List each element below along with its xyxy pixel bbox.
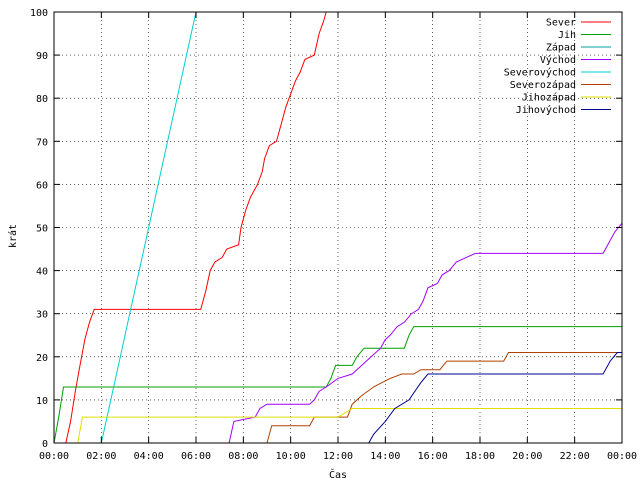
y-tick-label: 80 — [36, 94, 48, 105]
x-tick-label: 22:00 — [560, 451, 590, 462]
legend-label: Jihozápad — [522, 92, 576, 104]
legend-label: Sever — [546, 18, 576, 29]
y-tick-label: 100 — [30, 8, 48, 19]
series-line — [53, 326, 622, 444]
legend-label: Severozápad — [510, 79, 576, 91]
series-line — [266, 352, 622, 444]
series-line — [368, 352, 622, 444]
y-tick-label: 40 — [36, 267, 48, 278]
series-line — [228, 222, 623, 444]
y-tick-label: 20 — [36, 353, 48, 364]
x-tick-label: 10:00 — [276, 451, 306, 462]
y-tick-label: 70 — [36, 137, 48, 148]
legend-label: Východ — [540, 54, 576, 66]
series-line — [77, 408, 622, 444]
y-tick-label: 50 — [36, 224, 48, 235]
y-axis-ticks: 0 10 20 30 40 50 60 70 80 90 100 — [30, 8, 622, 450]
legend-label: Jihovýchod — [516, 104, 576, 116]
series-line — [65, 11, 327, 444]
x-tick-label: 04:00 — [134, 451, 164, 462]
legend-label: Severovýchod — [504, 67, 576, 79]
y-axis-label: krát — [7, 224, 19, 248]
x-tick-label: 00:00 — [39, 451, 69, 462]
x-tick-label: 12:00 — [323, 451, 353, 462]
x-axis-label: Čas — [329, 468, 347, 480]
legend-label: Jih — [558, 30, 576, 41]
y-tick-label: 10 — [36, 396, 48, 407]
x-tick-label: 08:00 — [228, 451, 258, 462]
x-axis-ticks: 00:00 02:00 04:00 06:00 08:00 10:00 12:00 14:00… — [39, 12, 637, 462]
series-lines — [53, 11, 623, 444]
x-tick-label: 20:00 — [512, 451, 542, 462]
x-tick-label: 16:00 — [418, 451, 448, 462]
x-tick-label: 14:00 — [370, 451, 400, 462]
y-tick-label: 30 — [36, 310, 48, 321]
x-tick-label: 06:00 — [181, 451, 211, 462]
x-tick-label: 00:00 — [607, 451, 637, 462]
legend: SeverJihZápadVýchodSeverovýchodSeverozáp… — [504, 18, 611, 116]
series-line — [100, 11, 197, 444]
grid-lines — [54, 12, 622, 443]
legend-label: Západ — [546, 42, 576, 54]
y-tick-label: 0 — [42, 439, 48, 450]
y-tick-label: 60 — [36, 180, 48, 191]
y-tick-label: 90 — [36, 51, 48, 62]
x-tick-label: 02:00 — [86, 451, 116, 462]
x-tick-label: 18:00 — [465, 451, 495, 462]
